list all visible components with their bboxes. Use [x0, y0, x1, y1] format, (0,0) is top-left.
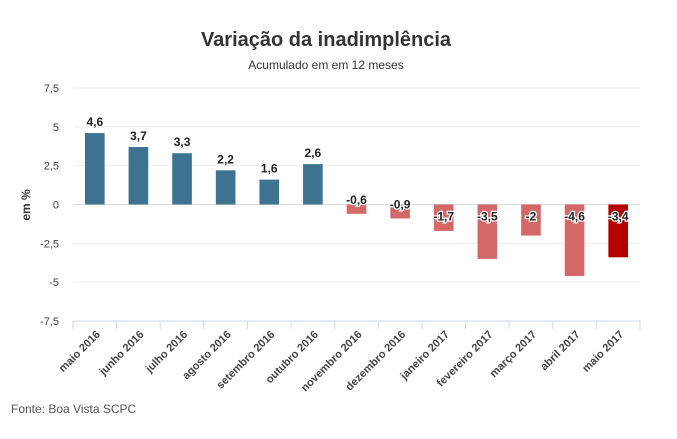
- data-label: 4,6: [86, 115, 103, 129]
- bar: [477, 204, 498, 259]
- y-tick-label: 7,5: [44, 83, 59, 95]
- y-tick-label: -7,5: [40, 316, 59, 328]
- y-axis-ticks: -7,5 -5 -2,5 0 2,5 5 7,5: [40, 83, 59, 328]
- y-tick-label: 2,5: [44, 161, 59, 173]
- data-label: -4,6: [564, 210, 585, 224]
- data-label: -3,5: [477, 210, 498, 224]
- bar: [346, 204, 367, 214]
- y-tick-label: 0: [53, 200, 59, 212]
- x-tick-label: maio 2017: [580, 329, 626, 375]
- y-tick-label: 5: [53, 122, 59, 134]
- data-label: 2,2: [217, 152, 234, 166]
- bar: [215, 170, 236, 205]
- data-label: -2: [526, 210, 537, 224]
- bar: [128, 147, 149, 205]
- bars: [84, 133, 629, 276]
- bar: [433, 204, 454, 231]
- data-label: 3,7: [130, 129, 147, 143]
- bar: [608, 204, 629, 258]
- data-label: 3,3: [174, 135, 191, 149]
- data-label: -1,7: [433, 210, 454, 224]
- bar: [172, 153, 192, 205]
- x-tick-label: julho 2016: [143, 329, 190, 376]
- data-labels: 4,6 3,7 3,3 2,2 1,6 2,6 -0,6 -0,9 -1,7 -3,5 -2 -4,6…: [86, 115, 630, 225]
- bar: [303, 164, 323, 205]
- gridlines: [73, 87, 640, 322]
- data-label: -0,6: [346, 193, 367, 207]
- chart-title: Variação da inadimplência: [201, 29, 452, 51]
- x-tick-label: junho 2016: [97, 329, 147, 379]
- x-tick-label: março 2017: [488, 329, 539, 380]
- data-label: 1,6: [261, 162, 278, 176]
- y-tick-label: -5: [49, 277, 59, 289]
- bar: [259, 179, 280, 205]
- bar: [390, 204, 410, 219]
- chart-subtitle: Acumulado em em 12 meses: [248, 58, 403, 72]
- bar: [84, 133, 105, 205]
- data-label: -0,9: [390, 197, 411, 211]
- x-tick-label: maio 2016: [57, 329, 103, 375]
- y-tick-label: -2,5: [40, 238, 59, 250]
- source-note: Fonte: Boa Vista SCPC: [11, 402, 137, 416]
- bar: [564, 204, 585, 276]
- bar: [521, 204, 541, 236]
- data-label: -3,4: [608, 210, 629, 224]
- data-label: 2,6: [305, 146, 322, 160]
- y-axis-title: em %: [19, 189, 33, 221]
- x-tick-label: abril 2017: [538, 329, 582, 373]
